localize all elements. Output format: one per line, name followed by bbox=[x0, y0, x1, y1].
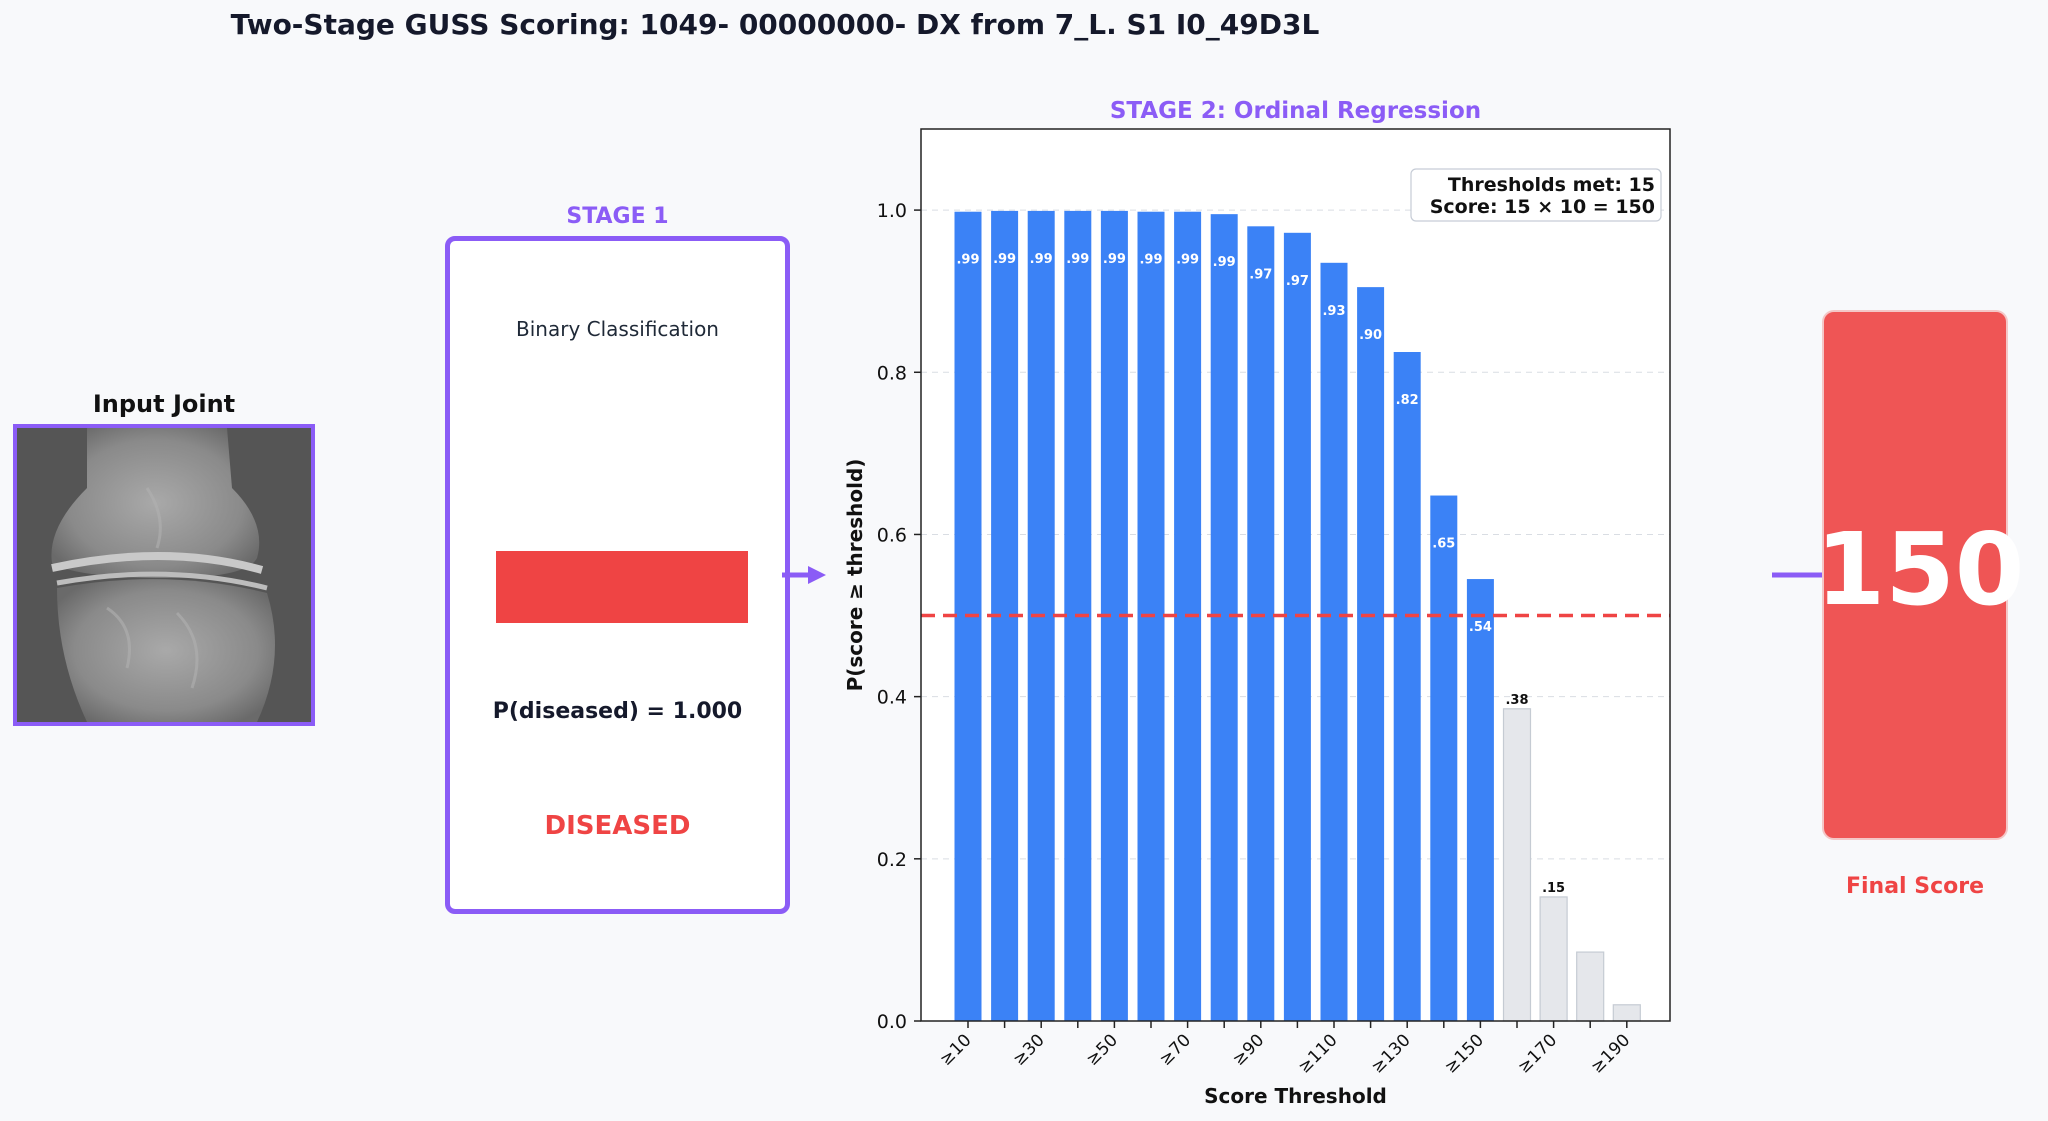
stage1-to-stage2-arrow-icon bbox=[782, 566, 826, 584]
stage1-label: STAGE 1 bbox=[566, 204, 669, 229]
y-tick-label: 0.0 bbox=[877, 1011, 907, 1033]
bar-threshold-met bbox=[1247, 226, 1275, 1022]
x-axis-label: Score Threshold bbox=[1204, 1084, 1387, 1108]
chart-axes-frame bbox=[920, 128, 1671, 1022]
stage1-subtitle: Binary Classification bbox=[516, 317, 719, 341]
bar-threshold-met bbox=[1430, 495, 1458, 1022]
stage1-probability-bar bbox=[496, 551, 748, 623]
stage1-probability-text: P(diseased) = 1.000 bbox=[492, 699, 743, 724]
y-tick-label: 0.8 bbox=[877, 362, 907, 384]
bar-data-label: .90 bbox=[1359, 328, 1382, 343]
bar-threshold-met bbox=[1357, 287, 1385, 1021]
x-tick-label: ≥110 bbox=[1294, 1030, 1341, 1077]
bar-data-label: .99 bbox=[956, 253, 979, 268]
bar-data-label: .38 bbox=[1505, 693, 1528, 708]
x-tick-label: ≥150 bbox=[1441, 1030, 1488, 1077]
bar-data-label: .97 bbox=[1249, 267, 1272, 282]
score-annotation-line: Score: 15 × 10 = 150 bbox=[1430, 196, 1655, 218]
x-tick-label: ≥70 bbox=[1156, 1030, 1196, 1070]
score-annotation-box bbox=[1410, 168, 1662, 222]
bar-data-label: .99 bbox=[1030, 252, 1053, 267]
bar-threshold-not-met bbox=[1502, 708, 1532, 1022]
bar-threshold-met bbox=[1466, 579, 1494, 1021]
bar-data-label: .99 bbox=[1213, 255, 1236, 270]
x-tick-label: ≥10 bbox=[936, 1030, 976, 1070]
bar-data-label: .54 bbox=[1469, 620, 1492, 635]
bar-data-label: .82 bbox=[1396, 393, 1419, 408]
x-tick-label: ≥170 bbox=[1514, 1030, 1561, 1077]
bar-threshold-met bbox=[1210, 214, 1238, 1022]
y-tick-label: 0.4 bbox=[877, 687, 907, 709]
score-annotation-line: Thresholds met: 15 bbox=[1448, 174, 1655, 196]
bar-data-label: .97 bbox=[1286, 274, 1309, 289]
y-tick-label: 1.0 bbox=[877, 200, 907, 222]
final-score-label: Final Score bbox=[1845, 874, 1985, 899]
chart-title: STAGE 2: Ordinal Regression bbox=[1110, 98, 1481, 124]
bar-threshold-not-met bbox=[1539, 896, 1568, 1022]
x-tick-label: ≥50 bbox=[1082, 1030, 1122, 1070]
bar-threshold-not-met bbox=[1612, 1004, 1641, 1022]
bar-threshold-not-met bbox=[1576, 951, 1605, 1022]
bar-threshold-met bbox=[1393, 352, 1421, 1021]
final-score-box bbox=[1822, 310, 2008, 840]
bar-threshold-met bbox=[1320, 262, 1348, 1021]
bar-data-label: .99 bbox=[1066, 252, 1089, 267]
figure-title: Two-Stage GUSS Scoring: 1049- 00000000- … bbox=[230, 8, 1320, 41]
stage1-verdict: DISEASED bbox=[544, 811, 691, 841]
bar-data-label: .99 bbox=[993, 252, 1016, 267]
x-tick-label: ≥90 bbox=[1229, 1030, 1269, 1070]
bar-data-label: .99 bbox=[1103, 252, 1126, 267]
x-tick-label: ≥190 bbox=[1587, 1030, 1634, 1077]
bar-data-label: .65 bbox=[1432, 537, 1455, 552]
bar-data-label: .99 bbox=[1176, 253, 1199, 268]
x-tick-label: ≥130 bbox=[1368, 1030, 1415, 1077]
input-joint-label: Input Joint bbox=[92, 390, 236, 418]
y-tick-label: 0.2 bbox=[877, 849, 907, 871]
bar-data-label: .15 bbox=[1542, 881, 1565, 896]
x-tick-label: ≥30 bbox=[1009, 1030, 1049, 1070]
input-joint-xray-image bbox=[13, 424, 315, 726]
final-score-value: 150 bbox=[1815, 511, 2025, 628]
bar-data-label: .93 bbox=[1322, 304, 1345, 319]
bar-threshold-met bbox=[1283, 232, 1311, 1021]
stage1-panel: Binary Classification P(diseased) = 1.00… bbox=[445, 236, 790, 914]
bar-data-label: .99 bbox=[1139, 253, 1162, 268]
y-axis-label: P(score ≥ threshold) bbox=[843, 459, 867, 692]
y-tick-label: 0.6 bbox=[877, 524, 907, 546]
